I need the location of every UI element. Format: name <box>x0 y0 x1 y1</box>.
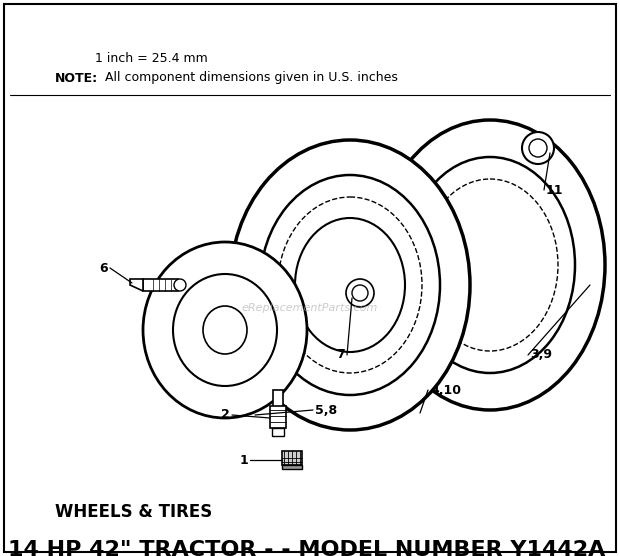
Bar <box>282 451 302 465</box>
Text: All component dimensions given in U.S. inches: All component dimensions given in U.S. i… <box>105 72 398 85</box>
Ellipse shape <box>346 279 374 307</box>
Ellipse shape <box>260 175 440 395</box>
Text: 6: 6 <box>99 261 108 275</box>
Ellipse shape <box>230 140 470 430</box>
Text: 1: 1 <box>239 454 248 466</box>
Ellipse shape <box>405 157 575 373</box>
Text: 7: 7 <box>336 349 345 361</box>
Text: NOTE:: NOTE: <box>55 72 98 85</box>
Text: 11: 11 <box>546 183 564 196</box>
Bar <box>143 279 178 291</box>
Ellipse shape <box>352 285 368 301</box>
Ellipse shape <box>173 274 277 386</box>
Text: eReplacementParts.com: eReplacementParts.com <box>242 303 378 313</box>
Ellipse shape <box>143 242 307 418</box>
Ellipse shape <box>203 306 247 354</box>
Text: 5,8: 5,8 <box>315 404 337 416</box>
Ellipse shape <box>174 279 186 291</box>
Text: 4,10: 4,10 <box>430 384 461 396</box>
Bar <box>270 406 286 428</box>
Text: WHEELS & TIRES: WHEELS & TIRES <box>55 503 212 521</box>
Ellipse shape <box>295 218 405 352</box>
Text: 14 HP 42" TRACTOR - - MODEL NUMBER Y1442A: 14 HP 42" TRACTOR - - MODEL NUMBER Y1442… <box>8 540 605 556</box>
Bar <box>272 428 284 436</box>
Bar <box>273 390 283 408</box>
Ellipse shape <box>529 139 547 157</box>
Text: 1 inch = 25.4 mm: 1 inch = 25.4 mm <box>95 52 208 64</box>
Polygon shape <box>130 279 143 291</box>
Text: 3,9: 3,9 <box>530 349 552 361</box>
Ellipse shape <box>522 132 554 164</box>
Text: 2: 2 <box>221 409 230 421</box>
Ellipse shape <box>375 120 605 410</box>
Bar <box>282 465 302 469</box>
